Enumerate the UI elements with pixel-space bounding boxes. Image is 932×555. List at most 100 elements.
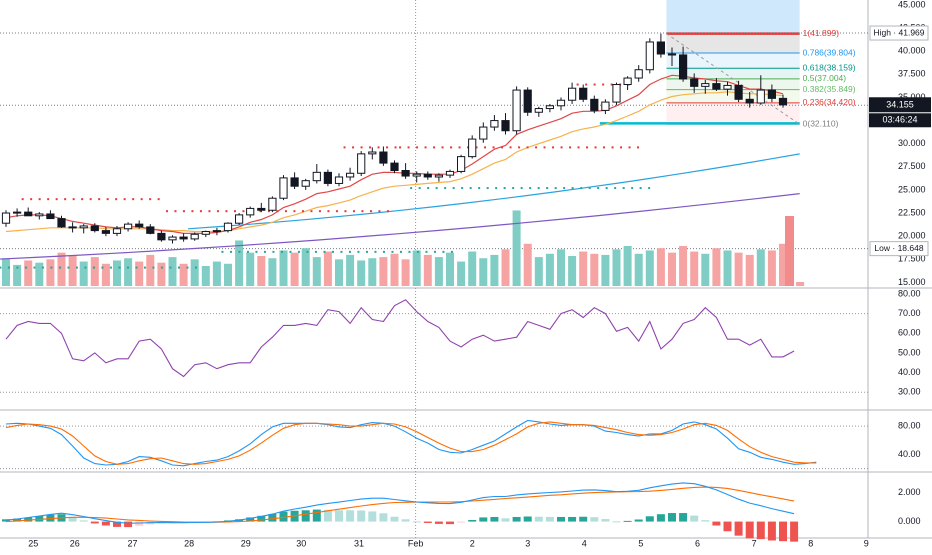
sar-dot <box>58 266 61 269</box>
sar-dot <box>323 250 326 253</box>
candle-body <box>767 89 776 99</box>
candle-body <box>734 84 743 100</box>
fib-zone-1 <box>666 53 800 69</box>
macd-histogram-bar <box>668 513 676 522</box>
candle-body <box>368 151 377 155</box>
sar-dot <box>478 187 481 190</box>
sar-dot <box>386 210 389 213</box>
sar-dot <box>84 266 87 269</box>
sar-dot <box>229 250 232 253</box>
sar-dot <box>126 266 129 269</box>
sar-dot <box>297 250 300 253</box>
macd-histogram-bar <box>690 515 699 522</box>
candle-body <box>124 223 133 230</box>
sar-dot <box>543 146 546 149</box>
volume-bar <box>690 251 699 286</box>
sar-dot <box>186 266 189 269</box>
candle-body <box>257 207 266 211</box>
candle-body <box>212 230 222 233</box>
sar-dot <box>461 187 464 190</box>
macd-histogram-bar <box>434 521 443 524</box>
time-tick-label: 29 <box>241 538 251 548</box>
volume-bar-last <box>796 282 805 286</box>
stoch-k-line <box>5 419 817 467</box>
macd-histogram-bar <box>35 516 44 522</box>
sar-dot <box>352 146 355 149</box>
volume-bar <box>479 258 488 286</box>
volume-bar <box>190 259 199 286</box>
sar-dot <box>576 83 579 86</box>
sar-dot <box>554 187 557 190</box>
macd-signal-line <box>5 486 795 523</box>
macd-histogram-bar <box>368 511 377 522</box>
time-tick-label: 2 <box>470 538 475 548</box>
sar-dot <box>585 83 588 86</box>
volume-bar <box>379 257 388 286</box>
sar-dot <box>418 187 421 190</box>
stoch-tick-label: 80.00 <box>898 421 921 431</box>
candle-body <box>190 233 199 240</box>
ema-slow-line <box>5 91 784 233</box>
time-tick-label: 9 <box>864 538 869 548</box>
sar-dot <box>410 187 413 190</box>
candle-body <box>623 77 632 86</box>
sar-dot <box>386 146 389 149</box>
sar-dot <box>577 146 580 149</box>
candle-body <box>268 197 277 211</box>
volume-bar <box>68 256 77 286</box>
sar-dot <box>597 187 600 190</box>
candle-body <box>634 69 643 79</box>
macd-histogram-bar <box>412 521 421 523</box>
countdown-label: 03:46:24 <box>882 115 917 125</box>
candle-body <box>379 151 388 164</box>
sar-dot <box>306 250 309 253</box>
macd-histogram-bar <box>479 517 488 522</box>
macd-histogram-bar <box>79 520 88 522</box>
fib-level-label-1: 0.786(39.804) <box>803 47 856 57</box>
volume-bar <box>257 256 266 286</box>
candle-body <box>346 172 355 178</box>
sar-dot <box>41 266 44 269</box>
sar-dot <box>276 210 279 213</box>
candle-body <box>534 108 543 113</box>
sar-dot <box>109 266 112 269</box>
volume-bar <box>235 240 244 286</box>
rsi-tick-label: 30.00 <box>898 387 921 397</box>
sar-dot <box>0 266 2 269</box>
sar-dot <box>603 146 606 149</box>
macd-histogram-bar <box>501 518 510 522</box>
volume-bar <box>79 261 88 286</box>
candle-body <box>556 99 566 107</box>
rsi-tick-label: 60.00 <box>898 328 921 338</box>
candle-body <box>712 83 721 90</box>
sar-dot <box>399 146 402 149</box>
macd-histogram-bar <box>2 519 10 522</box>
sar-dot <box>208 210 211 213</box>
candle-body <box>223 222 233 232</box>
sar-dot <box>425 250 428 253</box>
fib-trend-line <box>666 33 800 125</box>
sar-dot <box>165 210 168 213</box>
sar-dot <box>605 187 608 190</box>
sar-dot <box>648 187 651 190</box>
sar-dot <box>194 266 197 269</box>
volume-bar <box>212 261 221 286</box>
candle-body <box>112 228 122 234</box>
macd-histogram-bar <box>512 516 521 522</box>
macd-histogram-bar <box>13 518 22 522</box>
volume-bar <box>157 262 166 286</box>
sar-dot <box>47 198 50 201</box>
sar-dot <box>602 83 605 86</box>
low-label-box <box>869 241 929 257</box>
macd-histogram-bar <box>490 516 499 522</box>
macd-histogram-bar <box>623 520 632 522</box>
sar-dot <box>140 198 143 201</box>
volume-bar <box>779 243 787 286</box>
sar-dot <box>369 210 372 213</box>
volume-bar <box>13 264 22 286</box>
macd-histogram-bar <box>312 509 321 522</box>
sar-dot <box>169 266 172 269</box>
sar-dot <box>327 210 330 213</box>
sar-dot <box>272 250 275 253</box>
